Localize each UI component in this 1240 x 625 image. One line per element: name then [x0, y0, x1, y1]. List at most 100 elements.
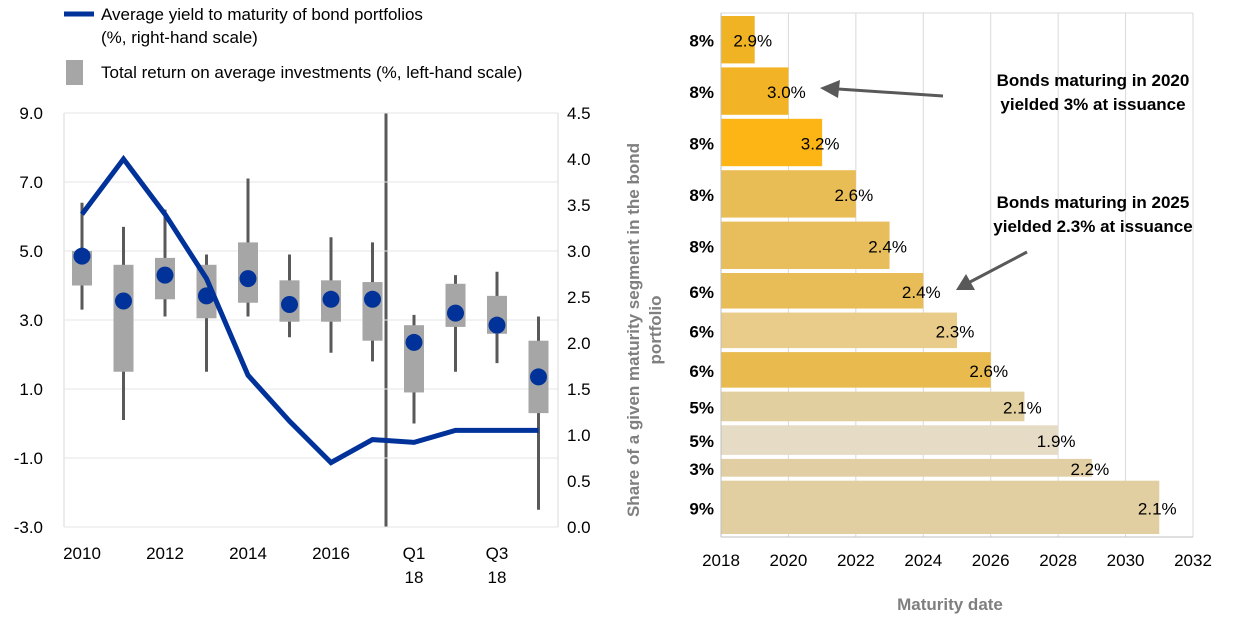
- left-y-axis: 9.0 7.0 5.0 3.0 1.0 -1.0 -3.0: [14, 104, 43, 537]
- bar-x-tick-label: 2022: [837, 551, 875, 570]
- bar-x-tick-label: 2020: [770, 551, 808, 570]
- box-series: [72, 178, 549, 510]
- median-markers: [73, 247, 547, 386]
- maturity-bar: [721, 118, 823, 167]
- left-y-tick-label: 7.0: [19, 173, 43, 192]
- bar-value-label: 2.3%: [936, 322, 975, 341]
- median-dot: [364, 290, 381, 308]
- right-axis-title-line2: portfolio: [646, 296, 665, 365]
- left-y-tick-label: -3.0: [14, 518, 43, 537]
- bar-share-label: 6%: [689, 322, 714, 341]
- annotation-2025-line1: Bonds maturing in 2025: [997, 193, 1190, 212]
- median-dot: [239, 270, 257, 288]
- x-tick-label: 2016: [312, 544, 350, 563]
- left-y-tick-label: 1.0: [19, 380, 43, 399]
- maturity-bar: [721, 16, 755, 64]
- annotation-2025-line2: yielded 2.3% at issuance: [993, 217, 1192, 236]
- bar-value-label: 2.1%: [1138, 499, 1177, 518]
- bar-share-label: 5%: [689, 432, 714, 451]
- bar-x-axis: 2018 2020 2022 2024 2026 2028 2030 2032: [702, 551, 1212, 570]
- bar-share-label: 8%: [689, 135, 714, 154]
- left-legend: Average yield to maturity of bond portfo…: [64, 5, 522, 85]
- bar-value-label: 2.2%: [1070, 460, 1109, 479]
- median-dot: [322, 290, 340, 308]
- bar-share-label: 8%: [689, 32, 714, 51]
- bar-x-tick-label: 2032: [1174, 551, 1212, 570]
- left-y-tick-label: 5.0: [19, 242, 43, 261]
- right-y-tick-label: 3.0: [567, 242, 591, 261]
- maturity-bar: [721, 425, 1059, 455]
- median-dot: [73, 247, 91, 265]
- median-dot: [156, 266, 174, 284]
- right-axis-title-line1: Share of a given maturity segment in the…: [624, 143, 643, 517]
- bar-x-axis-title: Maturity date: [897, 595, 1003, 614]
- right-y-tick-label: 2.5: [567, 288, 591, 307]
- right-y-tick-label: 4.5: [567, 104, 591, 123]
- left-x-axis: 2010 2012 2014 2016 Q1 18 Q3 18: [63, 544, 508, 587]
- left-gridlines: [64, 112, 558, 528]
- median-dot: [488, 316, 506, 334]
- median-dot: [405, 333, 423, 351]
- left-y-tick-label: -1.0: [14, 449, 43, 468]
- maturity-bar: [721, 352, 991, 388]
- legend-line-label-scale: (%, right-hand scale): [101, 28, 258, 47]
- bar-value-label: 3.0%: [767, 83, 806, 102]
- median-dot: [447, 304, 464, 322]
- bar-share-label: 8%: [689, 237, 714, 256]
- bar-share-label: 9%: [689, 499, 714, 518]
- maturity-bar: [721, 480, 1160, 534]
- bar-x-tick-label: 2024: [904, 551, 942, 570]
- bar-value-label: 2.4%: [902, 283, 941, 302]
- annotation-2020-arrow-head: [820, 80, 840, 98]
- bar-share-label: 8%: [689, 186, 714, 205]
- bar-x-tick-label: 2026: [972, 551, 1010, 570]
- bar-x-tick-label: 2030: [1107, 551, 1145, 570]
- right-y-tick-label: 4.0: [567, 150, 591, 169]
- bar-share-label: 5%: [689, 398, 714, 417]
- right-y-tick-label: 0.0: [567, 518, 591, 537]
- left-y-tick-label: 3.0: [19, 311, 43, 330]
- maturity-bar: [721, 391, 1025, 422]
- right-y-tick-label: 1.5: [567, 380, 591, 399]
- bar-share-label: 6%: [689, 283, 714, 302]
- annotation-2020-line2: yielded 3% at issuance: [1000, 95, 1185, 114]
- box-iqr: [113, 264, 134, 372]
- left-y-tick-label: 9.0: [19, 104, 43, 123]
- bar-value-label: 3.2%: [801, 135, 840, 154]
- bar-share-label: 6%: [689, 362, 714, 381]
- legend-box-swatch: [66, 60, 83, 85]
- bar-x-tick-label: 2018: [702, 551, 740, 570]
- annotation-2020-line1: Bonds maturing in 2020: [997, 71, 1190, 90]
- legend-line-label: Average yield to maturity of bond portfo…: [101, 5, 423, 24]
- yield-line: [80, 154, 539, 466]
- right-axis-title: Share of a given maturity segment in the…: [624, 143, 665, 517]
- annotation-2020: Bonds maturing in 2020 yielded 3% at iss…: [820, 71, 1189, 114]
- bar-share-label: 3%: [689, 460, 714, 479]
- right-y-tick-label: 0.5: [567, 472, 591, 491]
- right-y-tick-label: 2.0: [567, 334, 591, 353]
- annotation-2020-arrow-line: [837, 87, 944, 98]
- maturity-bar: [721, 273, 924, 309]
- bar-series: 2.9% 8% 3.0% 8% 3.2% 8% 2.6% 8% 2.4% 8% 2.4% 6% 2.3%…: [689, 16, 1177, 534]
- x-tick-label-line2: 18: [488, 568, 507, 587]
- median-dot: [115, 292, 132, 310]
- yield-line-series: [80, 154, 539, 466]
- right-y-tick-label: 3.5: [567, 196, 591, 215]
- bar-value-label: 2.6%: [834, 186, 873, 205]
- maturity-bar: [721, 312, 957, 349]
- x-tick-label: 2010: [63, 544, 101, 563]
- maturity-bar: [721, 221, 890, 269]
- right-y-tick-label: 1.0: [567, 426, 591, 445]
- median-dot: [530, 368, 547, 386]
- x-tick-label-line2: 18: [405, 568, 424, 587]
- median-dot: [198, 287, 215, 305]
- median-dot: [281, 295, 298, 313]
- legend-box-label: Total return on average investments (%, …: [101, 63, 522, 82]
- bar-value-label: 2.4%: [868, 237, 907, 256]
- bar-x-tick-label: 2028: [1039, 551, 1077, 570]
- x-tick-label: 2014: [229, 544, 267, 563]
- annotation-2025-arrow-head: [956, 274, 975, 290]
- x-tick-label: Q3: [486, 544, 509, 563]
- x-tick-label: 2012: [146, 544, 184, 563]
